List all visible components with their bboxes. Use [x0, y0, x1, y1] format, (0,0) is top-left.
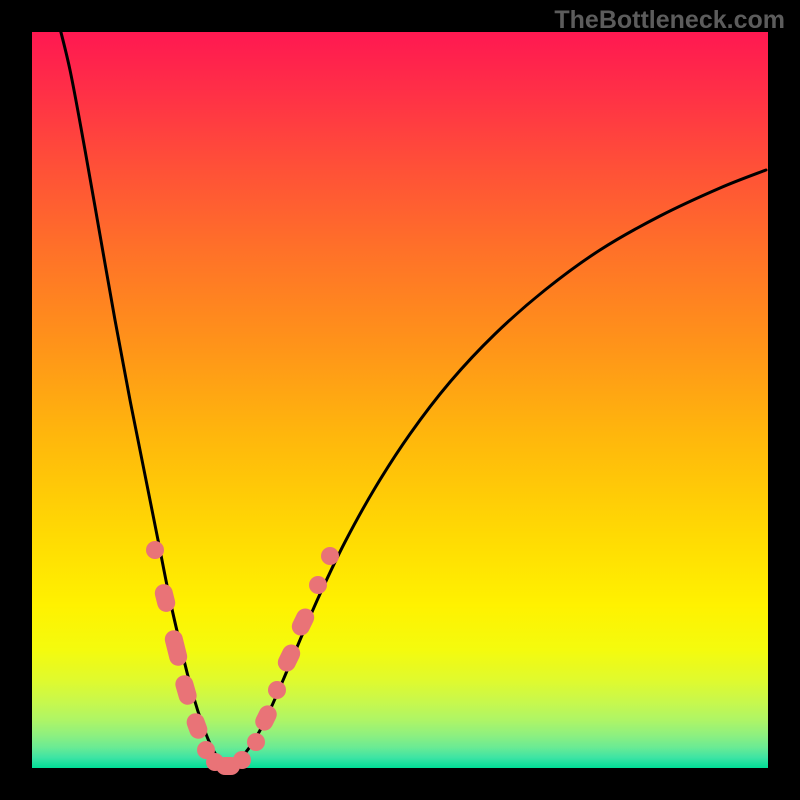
- marker-dot: [247, 733, 265, 751]
- marker-capsule: [275, 641, 303, 674]
- marker-capsule: [163, 628, 189, 667]
- marker-dot: [321, 547, 339, 565]
- marker-dot: [146, 541, 164, 559]
- chart-container: TheBottleneck.com: [0, 0, 800, 800]
- chart-overlay: [0, 0, 800, 800]
- watermark-text: TheBottleneck.com: [554, 6, 785, 35]
- marker-dot: [268, 681, 286, 699]
- bottleneck-curve: [57, 17, 766, 765]
- marker-dot: [233, 751, 251, 769]
- marker-capsule: [252, 702, 280, 733]
- marker-dot: [309, 576, 327, 594]
